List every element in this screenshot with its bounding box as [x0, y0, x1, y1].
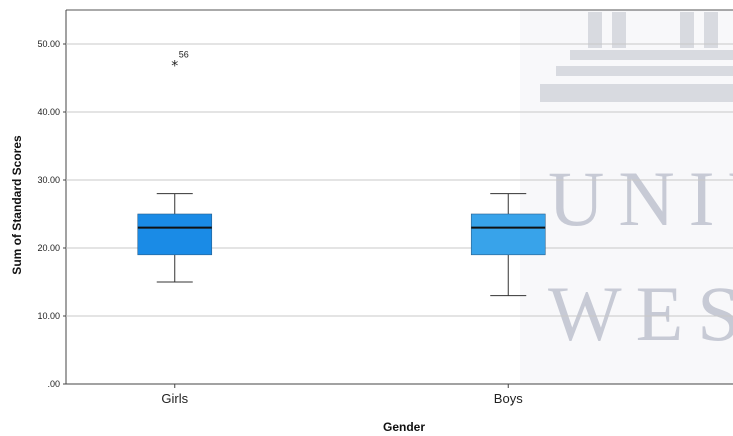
watermark-text-line1: UNIV: [548, 155, 733, 242]
y-tick-label: 10.00: [37, 311, 60, 321]
y-tick-label: .00: [47, 379, 60, 389]
x-axis-category-labels: Girls Boys: [161, 391, 523, 406]
y-axis-title: Sum of Standard Scores: [10, 135, 24, 275]
watermark-pillar: [680, 12, 694, 48]
y-tick-label: 30.00: [37, 175, 60, 185]
gridlines: [66, 43, 733, 317]
x-axis-title: Gender: [383, 420, 425, 434]
watermark: UNIV WES: [520, 10, 733, 384]
boxes: [137, 193, 546, 388]
y-tick-label: 50.00: [37, 39, 60, 49]
watermark-pillar: [704, 12, 718, 48]
outliers: *56: [171, 49, 189, 74]
watermark-text-line2: WES: [548, 270, 733, 357]
watermark-step: [570, 50, 733, 60]
y-axis-ticks: .00 10.00 20.00 30.00 40.00 50.00: [37, 39, 66, 389]
x-category-label: Boys: [494, 391, 523, 406]
box-boys: [470, 193, 546, 388]
watermark-pillar: [588, 12, 602, 48]
outlier-marker: *: [171, 58, 178, 74]
y-tick-label: 20.00: [37, 243, 60, 253]
plot-area: [65, 9, 733, 385]
iqr-box: [470, 213, 546, 256]
x-category-label: Girls: [161, 391, 188, 406]
watermark-step: [556, 66, 733, 76]
y-tick-label: 40.00: [37, 107, 60, 117]
watermark-step: [540, 84, 733, 102]
watermark-pillar: [612, 12, 626, 48]
box-girls: [137, 193, 213, 388]
iqr-box: [137, 213, 213, 256]
outlier-case-label: 56: [179, 49, 189, 59]
